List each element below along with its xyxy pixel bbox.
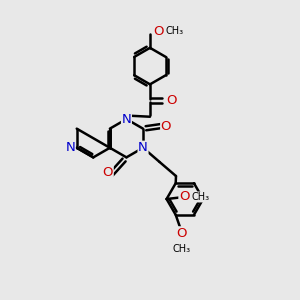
Text: N: N (65, 141, 75, 154)
Text: N: N (138, 141, 148, 154)
Text: O: O (167, 94, 177, 107)
Text: CH₃: CH₃ (192, 192, 210, 202)
Text: O: O (153, 25, 164, 38)
Text: N: N (122, 112, 131, 126)
Text: O: O (179, 190, 190, 203)
Text: O: O (161, 120, 171, 133)
Text: CH₃: CH₃ (166, 26, 184, 36)
Text: O: O (176, 227, 187, 240)
Text: O: O (103, 166, 113, 179)
Text: CH₃: CH₃ (172, 244, 191, 254)
